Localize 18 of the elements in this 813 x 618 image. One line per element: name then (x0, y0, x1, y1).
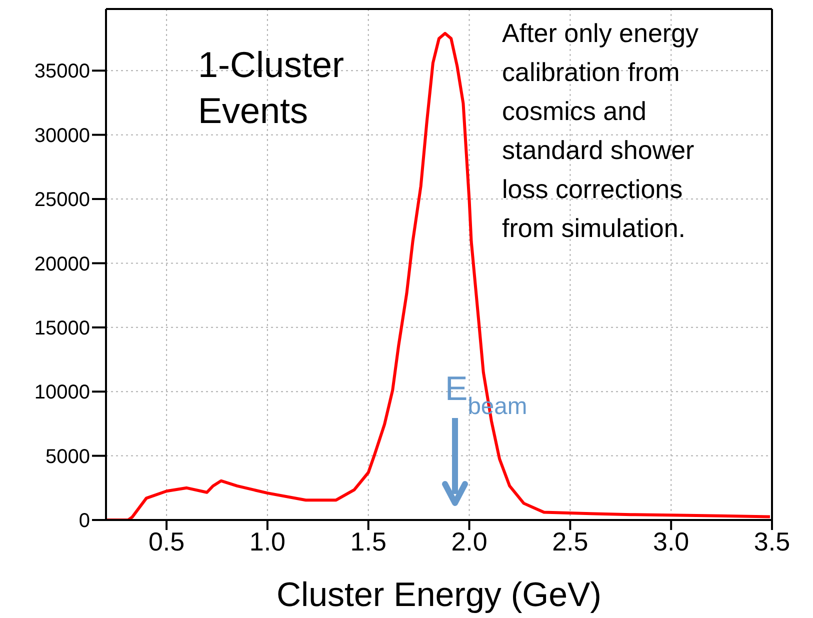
x-tick-label: 0.5 (148, 526, 185, 556)
x-tick-label: 1.5 (350, 526, 386, 556)
y-tick-label: 25000 (34, 189, 90, 212)
y-tick-label: 20000 (34, 253, 90, 276)
y-tick-label: 10000 (34, 382, 90, 404)
x-tick-label: 2.0 (451, 526, 488, 556)
y-tick-label: 0 (78, 510, 90, 532)
y-tick-label: 30000 (34, 124, 90, 147)
y-tick-label: 35000 (34, 60, 90, 83)
x-tick-label: 2.5 (552, 526, 588, 556)
x-tick-label: 1.0 (249, 526, 286, 556)
x-axis-title: Cluster Energy (GeV) (276, 576, 602, 614)
text: 1-Cluster Events (198, 43, 346, 133)
y-tick-label: 5000 (46, 446, 90, 468)
annotation: After only energy calibration from cosmics and standard shower loss corrections from simulation. (502, 17, 700, 245)
x-tick-label: 3.0 (653, 526, 690, 556)
x-tick-label: 3.5 (754, 526, 790, 556)
y-tick-label: 15000 (34, 318, 90, 340)
